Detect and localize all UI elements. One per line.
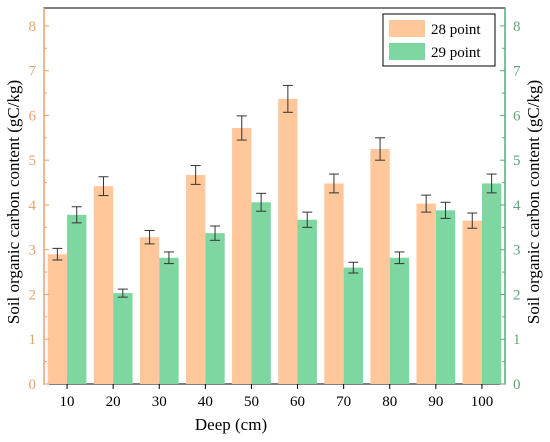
error-bar-series-28-20: [98, 176, 109, 197]
x-tick-label: 90: [428, 394, 443, 410]
bar-series-29-40: [205, 233, 225, 384]
x-tick-label: 70: [336, 394, 351, 410]
left-y-tick-label: 6: [29, 108, 37, 124]
left-y-tick-label: 3: [29, 243, 37, 259]
right-y-tick-label: 2: [513, 287, 521, 303]
error-bar-series-28-50: [236, 115, 247, 141]
legend-swatch: [389, 20, 425, 37]
bar-series-28-60: [278, 98, 298, 385]
bar-series-28-30: [139, 237, 160, 384]
right-y-tick-label: 0: [513, 377, 521, 393]
error-bar-series-28-10: [52, 247, 63, 261]
right-y-tick-label: 7: [513, 64, 521, 80]
bar-series-29-100: [481, 183, 502, 384]
left-y-tick-label: 2: [29, 287, 37, 303]
x-tick-label: 20: [106, 394, 121, 410]
left-y-tick-label: 1: [29, 332, 37, 348]
left-y-tick-label: 4: [29, 198, 37, 214]
error-bar-series-29-70: [348, 261, 359, 274]
right-y-tick-label: 3: [513, 243, 521, 259]
error-bar-series-29-50: [256, 192, 267, 212]
legend: 28 point 29 point: [382, 13, 496, 67]
x-tick-label: 40: [198, 394, 213, 410]
x-tick-label: 50: [244, 394, 259, 410]
bar-series-28-100: [462, 220, 482, 384]
bar-series-29-50: [251, 202, 271, 384]
error-bar-series-28-90: [421, 194, 432, 213]
x-axis: 10 20 30 40 50 60 70 80 90 100: [60, 384, 494, 410]
legend-label: 28 point: [431, 22, 481, 38]
error-bar-series-28-80: [375, 137, 386, 161]
bar-series-29-70: [343, 267, 364, 384]
left-y-tick-label: 8: [29, 19, 37, 35]
error-bar-series-29-40: [210, 225, 221, 241]
error-bar-series-29-80: [394, 251, 405, 265]
bar-series-29-10: [67, 214, 87, 384]
right-y-axis: 0 1 2 3 4 5 6 7 8: [500, 8, 521, 393]
right-y-tick-label: 1: [513, 332, 521, 348]
left-y-axis-label: Soil organic carbon content (gC/kg): [4, 80, 23, 324]
left-y-tick-label: 0: [29, 377, 37, 393]
error-bar-series-28-40: [190, 165, 201, 185]
error-bar-series-29-100: [486, 173, 497, 194]
bars-group: [47, 98, 502, 385]
bar-series-28-10: [47, 254, 68, 384]
bar-series-29-60: [297, 219, 317, 384]
right-y-tick-label: 6: [513, 108, 521, 124]
left-y-tick-label: 7: [29, 64, 37, 80]
error-bar-series-29-90: [440, 201, 451, 219]
bar-series-28-80: [370, 149, 390, 384]
x-tick-label: 30: [152, 394, 167, 410]
x-tick-label: 100: [471, 394, 494, 410]
x-tick-label: 10: [60, 394, 75, 410]
error-bar-series-29-10: [71, 206, 82, 224]
bar-series-28-20: [93, 186, 114, 384]
x-tick-label: 60: [290, 394, 305, 410]
bar-series-28-40: [185, 174, 206, 384]
bar-series-28-70: [324, 183, 344, 384]
error-bar-series-29-30: [163, 251, 174, 265]
bar-series-28-50: [232, 127, 252, 385]
left-y-tick-label: 5: [29, 153, 37, 169]
error-bar-series-28-70: [328, 173, 339, 194]
legend-swatch: [389, 43, 425, 60]
error-bars-group: [52, 84, 497, 298]
x-axis-label: Deep (cm): [195, 415, 267, 434]
left-y-axis: 0 1 2 3 4 5 6 7 8: [29, 8, 49, 393]
bar-series-29-20: [113, 293, 133, 384]
error-bar-series-29-60: [302, 211, 313, 228]
bar-series-29-90: [435, 210, 456, 384]
right-y-tick-label: 5: [513, 153, 521, 169]
bar-series-28-90: [416, 203, 436, 384]
bar-series-29-80: [389, 257, 410, 384]
x-tick-label: 80: [382, 394, 397, 410]
legend-label: 29 point: [431, 45, 481, 61]
error-bar-series-28-30: [144, 229, 155, 245]
error-bar-series-28-100: [467, 212, 478, 229]
right-y-tick-label: 8: [513, 19, 521, 35]
error-bar-series-29-20: [117, 288, 128, 298]
right-y-tick-label: 4: [513, 198, 521, 214]
right-y-axis-label: Soil organic carbon content (gC/kg): [524, 80, 543, 324]
error-bar-series-28-60: [282, 84, 293, 113]
bar-series-29-30: [159, 257, 179, 384]
